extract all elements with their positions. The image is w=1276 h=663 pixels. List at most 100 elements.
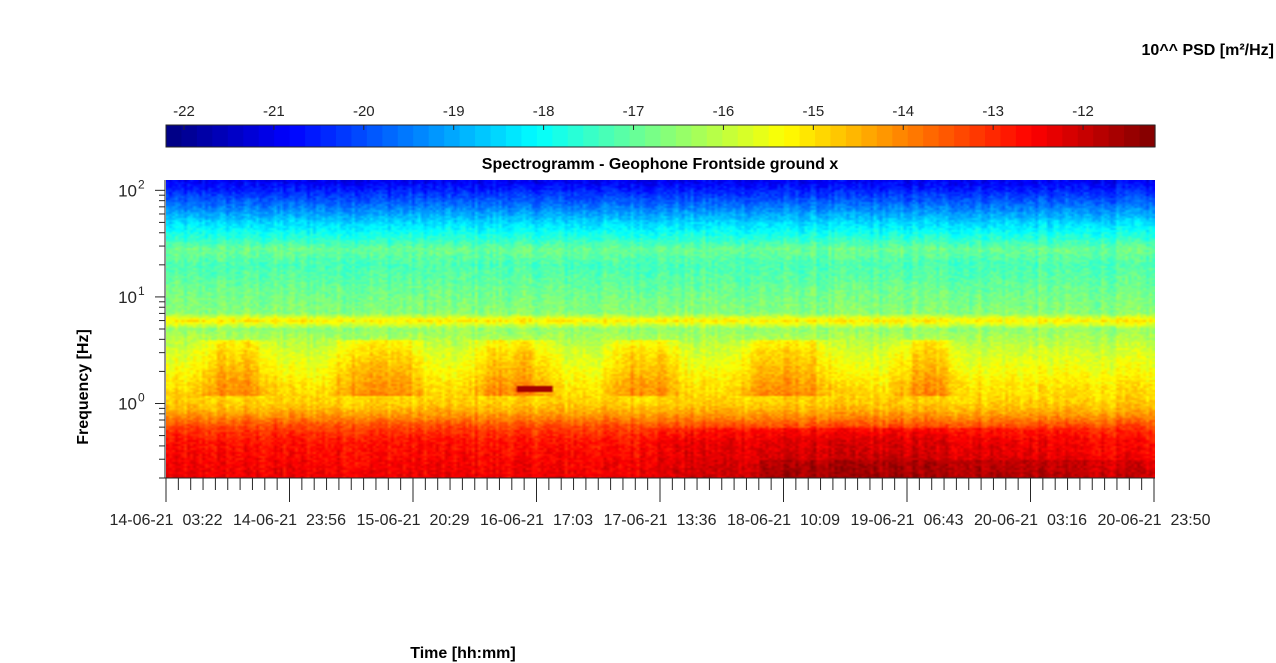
colorbar-segment [196, 125, 213, 147]
x-tick-label: 14-06-21 03:22 [110, 512, 223, 529]
colorbar-tick-label: -16 [713, 103, 735, 120]
y-tick-label: 10 [118, 181, 137, 200]
colorbar-tick-label: -18 [533, 103, 555, 120]
colorbar-segment [938, 125, 955, 147]
colorbar-segment [258, 125, 275, 147]
colorbar-segment [475, 125, 492, 147]
colorbar-gradient [166, 125, 1156, 147]
colorbar-segment [691, 125, 708, 147]
colorbar-segment [629, 125, 646, 147]
colorbar-segment [753, 125, 770, 147]
colorbar-segment [722, 125, 739, 147]
colorbar-segment [845, 125, 862, 147]
colorbar-segment [1062, 125, 1079, 147]
colorbar-segment [505, 125, 523, 147]
colorbar-segment [815, 125, 832, 147]
colorbar-segment [166, 125, 183, 147]
colorbar-segment [274, 125, 291, 147]
colorbar-segment [521, 125, 538, 147]
colorbar-segment [614, 125, 631, 147]
colorbar-segment [861, 125, 878, 147]
colorbar-segment [382, 125, 399, 147]
colorbar-segment [335, 125, 353, 147]
x-tick-label: 20-06-21 03:16 [974, 512, 1087, 529]
colorbar-segment [768, 125, 785, 147]
x-tick-label: 17-06-21 13:36 [604, 512, 717, 529]
colorbar-segment [1031, 125, 1048, 147]
y-axis-label: Frequency [Hz] [75, 329, 92, 445]
colorbar-segment [212, 125, 229, 147]
colorbar-segment [675, 125, 692, 147]
colorbar-segment [413, 125, 430, 147]
colorbar-tick-label: -22 [173, 103, 195, 120]
colorbar-segment [552, 125, 569, 147]
colorbar-segment [428, 125, 445, 147]
spectrogram-plot [166, 180, 1155, 478]
colorbar-segment [181, 125, 198, 147]
spectrogram-image [166, 180, 1155, 478]
colorbar-segment [289, 125, 306, 147]
colorbar-segment [954, 125, 971, 147]
y-tick-exponent: 2 [138, 177, 145, 191]
colorbar-segment [351, 125, 368, 147]
colorbar-segment [1124, 125, 1141, 147]
colorbar-segment [923, 125, 940, 147]
colorbar-segment [1077, 125, 1094, 147]
colorbar-segment [892, 125, 909, 147]
colorbar-segment [737, 125, 754, 147]
colorbar-segment [784, 125, 801, 147]
colorbar-segment [1000, 125, 1017, 147]
x-tick-label: 16-06-21 17:03 [480, 512, 593, 529]
colorbar-segment [397, 125, 414, 147]
colorbar-segment [876, 125, 893, 147]
x-tick-label: 14-06-21 23:56 [233, 512, 346, 529]
colorbar-segment [320, 125, 337, 147]
colorbar-segment [660, 125, 677, 147]
colorbar-segment [444, 125, 461, 147]
colorbar-tick-label: -21 [263, 103, 285, 120]
colorbar-segment [598, 125, 615, 147]
colorbar-segment [1108, 125, 1125, 147]
y-tick-label: 10 [118, 288, 137, 307]
colorbar-segment [830, 125, 847, 147]
chart-title: Spectrogramm - Geophone Frontside ground… [482, 156, 839, 173]
colorbar-segment [366, 125, 383, 147]
colorbar-segment [706, 125, 723, 147]
colorbar-tick-label: -14 [892, 103, 914, 120]
colorbar-segment [799, 125, 816, 147]
x-axis-label: Time [hh:mm] [410, 645, 515, 662]
colorbar-segment [490, 125, 507, 147]
colorbar-segment [243, 125, 260, 147]
colorbar-segment [969, 125, 986, 147]
colorbar-segment [1046, 125, 1063, 147]
y-tick-exponent: 1 [138, 284, 145, 298]
colorbar-segment [567, 125, 584, 147]
colorbar-segment [583, 125, 600, 147]
colorbar-tick-label: -20 [353, 103, 375, 120]
colorbar-tick-label: -19 [443, 103, 465, 120]
colorbar-segment [227, 125, 244, 147]
x-tick-label: 20-06-21 23:50 [1098, 512, 1211, 529]
x-ticks: 14-06-21 03:22 14-06-21 23:56 15-06-21 20:… [110, 478, 1211, 529]
colorbar-segment [459, 125, 476, 147]
colorbar-label: 10^^ PSD [m²/Hz] [1142, 42, 1274, 59]
x-tick-label: 18-06-21 10:09 [727, 512, 840, 529]
colorbar-segment [536, 125, 553, 147]
colorbar-segment [1139, 125, 1156, 147]
y-tick-exponent: 0 [138, 391, 145, 405]
colorbar-segment [907, 125, 924, 147]
x-axis: 14-06-21 03:22 14-06-21 23:56 15-06-21 20:… [110, 477, 1211, 529]
colorbar-tick-label: -13 [982, 103, 1004, 120]
colorbar-tick-label: -12 [1072, 103, 1094, 120]
colorbar-segment [985, 125, 1002, 147]
colorbar: -22 -21 -20 -19 -18 -17 -16 -15 -14 -13 -12 [165, 103, 1156, 148]
colorbar-segment [1093, 125, 1110, 147]
colorbar-segment [305, 125, 322, 147]
y-tick-label: 10 [118, 395, 137, 414]
colorbar-segment [1015, 125, 1032, 147]
colorbar-frame [165, 124, 1156, 148]
colorbar-tick-label: -15 [803, 103, 825, 120]
